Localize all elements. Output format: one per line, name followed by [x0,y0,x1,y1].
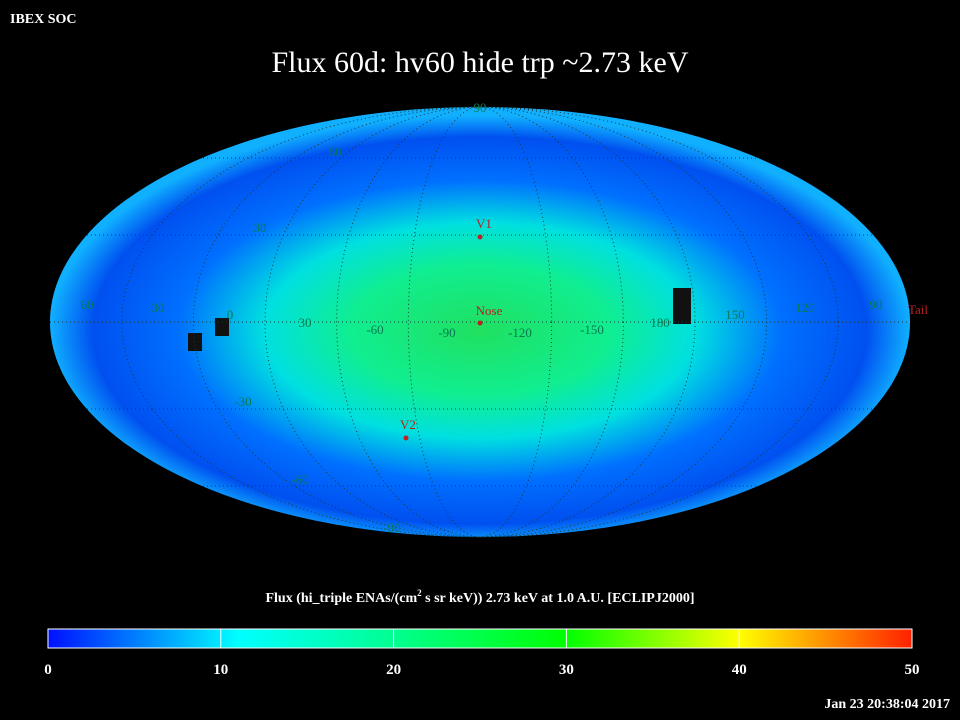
lon-label: 0 [227,307,234,322]
label-sup: 2 [417,588,422,598]
sky-map: 90 60 30 -30 -60 -90 60 30 0 30 -60 -90 -120 -1… [50,100,928,538]
tick-label: 10 [213,662,228,678]
tick-label: 40 [732,662,747,678]
data-gap [188,333,202,351]
timestamp: Jan 23 20:38:04 2017 [824,697,950,712]
colorbar-ticks: 0 10 20 30 40 50 [44,629,920,678]
lon-label: -90 [438,325,455,340]
meridian [407,106,553,538]
lat-label: 60 [329,144,342,159]
marker-label: Tail [908,302,928,317]
marker-label: V2 [400,417,416,432]
lon-label: 60 [81,297,94,312]
org-label: IBEX SOC [10,12,77,27]
lon-label: 180 [650,315,670,330]
lat-label: -30 [234,394,251,409]
lat-label: -60 [291,472,308,487]
tick-label: 30 [559,662,574,678]
lat-label: 90 [474,100,487,115]
marker-dot [477,320,483,326]
lon-label: 30 [299,315,312,330]
lon-label: 150 [725,307,745,322]
marker-label: Nose [476,303,503,318]
marker-label: V1 [476,216,492,231]
lon-label: -60 [366,322,383,337]
lon-labels: 60 30 0 30 -60 -90 -120 -150 180 150 120 90 [81,297,883,340]
label-part: Flux (hi_triple ENAs/(cm [265,591,417,606]
lon-label: 120 [795,300,815,315]
marker-dot [403,435,409,441]
lon-label: 90 [870,297,883,312]
title: Flux 60d: hv60 hide trp ~2.73 keV [271,46,688,79]
colorbar-label: Flux (hi_triple ENAs/(cm2 s sr keV)) 2.7… [265,588,694,606]
lon-label: 30 [152,300,165,315]
tick-label: 50 [905,662,920,678]
data-gap [673,288,691,324]
colorbar [47,628,913,649]
tick-label: 0 [44,662,52,678]
lon-label: -150 [580,322,604,337]
lat-label: -90 [383,520,400,535]
marker-dot [477,234,483,240]
tick-label: 20 [386,662,401,678]
lat-label: 30 [254,220,267,235]
lon-label: -120 [508,325,532,340]
label-part: s sr keV)) 2.73 keV at 1.0 A.U. [ECLIPJ2… [422,591,695,606]
